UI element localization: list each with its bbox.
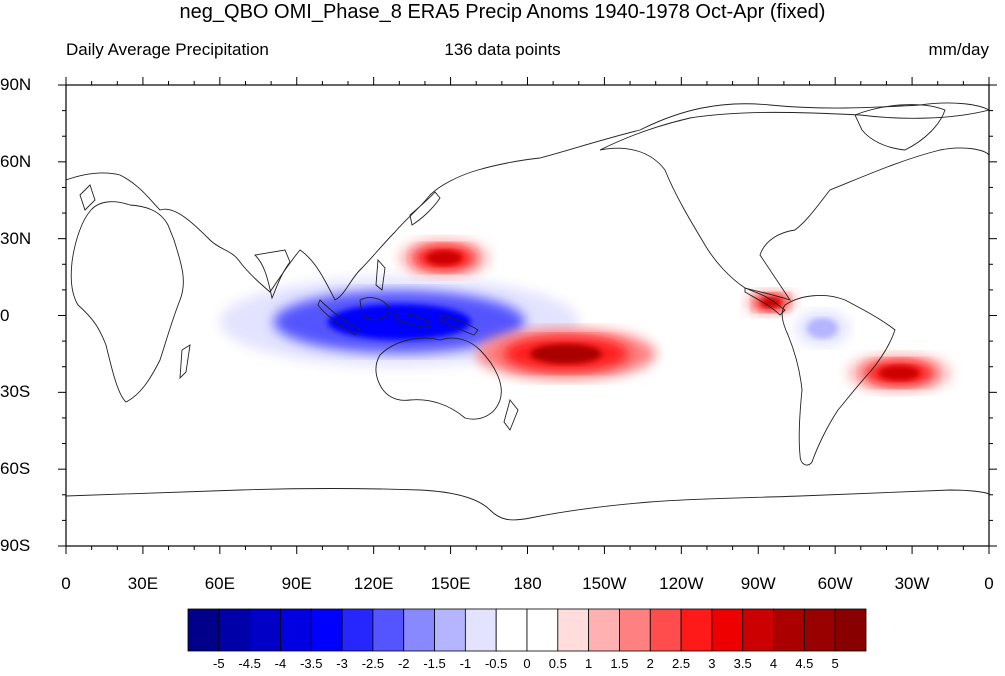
lon-label: 30E: [127, 574, 159, 593]
colorbar-level-label: 2: [646, 656, 654, 671]
coastline-antarctica: [66, 488, 989, 546]
lon-label: 120W: [659, 574, 704, 593]
colorbar-level-label: 4: [769, 656, 778, 671]
lat-label: 0: [0, 305, 10, 325]
anomaly-field: [219, 238, 951, 393]
anomaly-south-pacific-level-2: [530, 343, 602, 365]
coastline-indonesia: [317, 297, 479, 336]
coastline-philippines: [375, 258, 386, 291]
axis-ticks: [58, 77, 997, 554]
coastline-india: [254, 249, 291, 300]
coastline-japan: [409, 191, 441, 226]
colorbar-swatch: [434, 608, 466, 652]
colorbar-level-label: -1.5: [423, 656, 446, 671]
colorbar-level-label: 0: [523, 656, 531, 671]
colorbar-swatch: [403, 608, 435, 652]
lon-label: 30W: [894, 574, 930, 593]
anomaly-south-america-atlantic-level-2: [878, 365, 920, 381]
colorbar-swatch: [557, 608, 590, 652]
lat-label: 60S: [0, 459, 31, 479]
lat-label: 90S: [0, 536, 31, 555]
colorbar-swatch: [464, 608, 497, 652]
colorbar-swatch: [649, 608, 682, 652]
lon-label: 90E: [281, 574, 312, 593]
colorbar-swatch: [310, 608, 343, 652]
colorbar-level-label: 3.5: [733, 656, 752, 671]
lon-label: 90W: [740, 574, 776, 593]
coastline-uk: [79, 184, 96, 211]
colorbar-level-label: -2.5: [361, 656, 385, 671]
colorbar-level-label: -5: [213, 656, 225, 671]
colorbar-level-label: -3.5: [300, 656, 323, 671]
variable-label: Daily Average Precipitation: [66, 40, 269, 59]
colorbar-swatch: [341, 608, 374, 652]
coastlines: [66, 85, 989, 546]
lon-label: 180: [513, 574, 542, 593]
coastline-north-america: [599, 109, 989, 301]
lat-label: 30S: [0, 382, 31, 402]
colorbar-swatch: [249, 608, 281, 652]
colorbar-level-label: 4.5: [795, 656, 814, 671]
colorbar-swatch: [619, 608, 651, 652]
coastline-new-zealand: [503, 399, 519, 431]
chart-title: neg_QBO OMI_Phase_8 ERA5 Precip Anoms 19…: [179, 1, 826, 23]
lon-label: 0: [984, 574, 994, 593]
colorbar-level-label: 1.5: [610, 656, 629, 671]
coastline-south-america: [781, 295, 896, 466]
colorbar-swatch: [187, 608, 220, 652]
colorbar-level-label: 1: [585, 656, 593, 671]
anomaly-central-america-level-2: [760, 297, 782, 308]
lat-label: 60N: [0, 151, 32, 171]
colorbar-swatch: [218, 608, 251, 652]
colorbar-level-label: 5: [831, 656, 839, 671]
colorbar-swatch: [711, 608, 744, 652]
coastline-eurasia: [66, 85, 989, 301]
colorbar-swatch: [803, 608, 836, 652]
colorbar-level-label: -2: [397, 656, 410, 671]
lat-label: 30N: [0, 228, 32, 248]
coastline-madagascar: [179, 344, 191, 380]
lon-label: 150W: [582, 574, 627, 593]
colorbar-level-label: 0.5: [548, 656, 567, 671]
anomaly-maritime-continent-pacific-level-2: [327, 303, 472, 340]
colorbar-level-label: -1: [459, 656, 472, 671]
units-label: mm/day: [928, 40, 989, 59]
colorbar-swatch: [680, 608, 713, 652]
coastline-africa: [70, 201, 184, 403]
colorbar-swatch: [742, 608, 774, 652]
colorbar-swatch: [280, 608, 312, 652]
colorbar-swatch: [834, 608, 867, 652]
colorbar-level-label: 3: [708, 656, 716, 671]
lon-label: 60E: [204, 574, 235, 593]
colorbar-swatch: [773, 608, 805, 652]
lon-label: 0: [61, 574, 71, 593]
coastline-greenland: [854, 104, 946, 151]
colorbar-swatch: [526, 608, 559, 652]
lon-label: 60W: [817, 574, 853, 593]
lat-label: 90N: [0, 75, 32, 94]
colorbar-level-label: -3: [336, 656, 348, 671]
coastline-australia: [375, 337, 502, 420]
colorbar-level-label: 2.5: [672, 656, 691, 671]
colorbar-level-label: -0.5: [484, 656, 508, 671]
anomaly-amazon-level-2: [806, 318, 838, 339]
colorbar-swatch: [588, 608, 620, 652]
lon-label: 150E: [430, 574, 471, 593]
sample-count-label: 136 data points: [444, 40, 561, 59]
colorbar-level-label: -4: [274, 656, 287, 671]
colorbar-swatch: [495, 608, 528, 652]
lon-label: 120E: [353, 574, 394, 593]
colorbar-swatch: [372, 608, 405, 652]
anomaly-west-north-pacific-level-2: [426, 250, 463, 266]
colorbar: [187, 608, 867, 652]
colorbar-level-label: -4.5: [238, 656, 261, 671]
